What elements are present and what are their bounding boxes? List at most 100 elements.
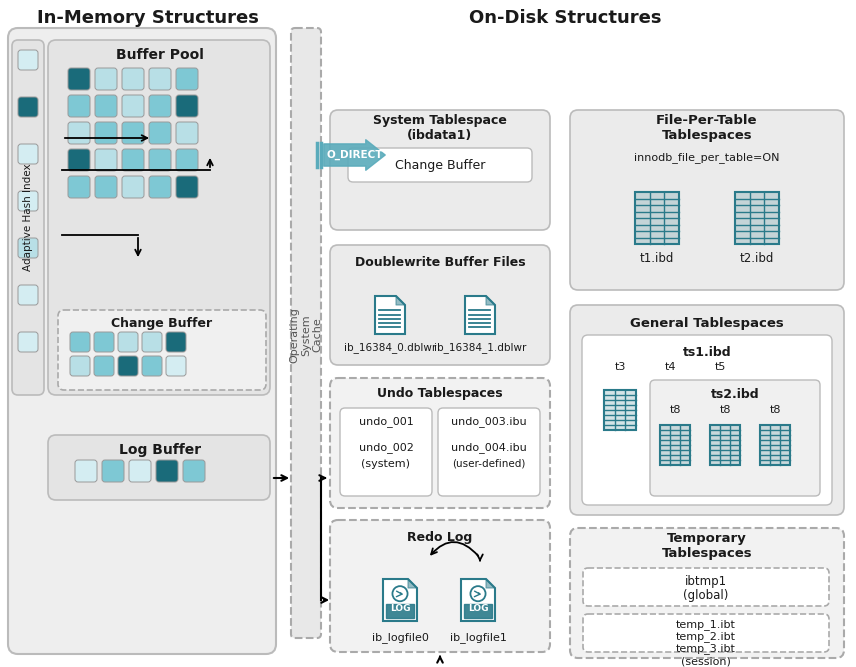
FancyBboxPatch shape xyxy=(129,460,151,482)
FancyBboxPatch shape xyxy=(166,332,186,352)
FancyBboxPatch shape xyxy=(75,460,97,482)
FancyBboxPatch shape xyxy=(149,122,171,144)
Text: (session): (session) xyxy=(681,656,731,666)
Bar xyxy=(386,604,414,618)
Text: t2.ibd: t2.ibd xyxy=(740,253,774,265)
Text: t8: t8 xyxy=(669,405,681,415)
Text: Change Buffer: Change Buffer xyxy=(395,159,485,171)
FancyBboxPatch shape xyxy=(291,28,321,638)
FancyBboxPatch shape xyxy=(330,110,550,230)
Text: File-Per-Table
Tablespaces: File-Per-Table Tablespaces xyxy=(657,114,758,142)
FancyBboxPatch shape xyxy=(142,332,162,352)
Polygon shape xyxy=(461,579,495,621)
FancyBboxPatch shape xyxy=(68,149,90,171)
Text: Buffer Pool: Buffer Pool xyxy=(116,48,204,62)
FancyBboxPatch shape xyxy=(8,28,276,654)
Bar xyxy=(660,425,690,465)
Polygon shape xyxy=(465,296,495,334)
FancyBboxPatch shape xyxy=(176,122,198,144)
FancyBboxPatch shape xyxy=(58,310,266,390)
Polygon shape xyxy=(375,296,405,334)
FancyBboxPatch shape xyxy=(18,238,38,258)
Bar xyxy=(735,192,779,244)
FancyBboxPatch shape xyxy=(330,245,550,365)
FancyBboxPatch shape xyxy=(156,460,178,482)
FancyBboxPatch shape xyxy=(183,460,205,482)
FancyBboxPatch shape xyxy=(583,614,829,652)
Text: ts2.ibd: ts2.ibd xyxy=(710,388,759,402)
Text: temp_3.ibt: temp_3.ibt xyxy=(676,644,736,654)
Text: Redo Log: Redo Log xyxy=(407,530,473,544)
FancyBboxPatch shape xyxy=(122,176,144,198)
FancyBboxPatch shape xyxy=(122,68,144,90)
Text: ts1.ibd: ts1.ibd xyxy=(683,346,731,358)
Text: t8: t8 xyxy=(770,405,781,415)
Text: (user-defined): (user-defined) xyxy=(452,459,526,469)
FancyBboxPatch shape xyxy=(68,68,90,90)
Bar xyxy=(710,425,740,465)
FancyBboxPatch shape xyxy=(70,356,90,376)
Bar xyxy=(635,192,679,244)
Text: t3: t3 xyxy=(615,362,626,372)
FancyBboxPatch shape xyxy=(122,95,144,117)
Text: t8: t8 xyxy=(719,405,731,415)
Text: LOG: LOG xyxy=(389,604,410,613)
Text: (global): (global) xyxy=(683,590,728,602)
FancyBboxPatch shape xyxy=(348,148,532,182)
FancyBboxPatch shape xyxy=(176,149,198,171)
FancyBboxPatch shape xyxy=(94,356,114,376)
FancyBboxPatch shape xyxy=(330,520,550,652)
Text: System Tablespace
(ibdata1): System Tablespace (ibdata1) xyxy=(373,114,507,142)
Polygon shape xyxy=(408,579,417,588)
FancyBboxPatch shape xyxy=(340,408,432,496)
Text: LOG: LOG xyxy=(467,604,488,613)
Bar xyxy=(710,425,740,465)
Polygon shape xyxy=(383,579,417,621)
Text: temp_1.ibt: temp_1.ibt xyxy=(676,620,736,630)
Bar xyxy=(760,425,790,465)
FancyBboxPatch shape xyxy=(176,176,198,198)
FancyBboxPatch shape xyxy=(68,122,90,144)
Text: (system): (system) xyxy=(361,459,411,469)
FancyBboxPatch shape xyxy=(149,149,171,171)
FancyBboxPatch shape xyxy=(102,460,124,482)
Text: t5: t5 xyxy=(714,362,726,372)
FancyBboxPatch shape xyxy=(149,176,171,198)
Polygon shape xyxy=(396,296,405,305)
FancyBboxPatch shape xyxy=(48,435,270,500)
Bar xyxy=(735,192,779,244)
Bar xyxy=(635,192,679,244)
Text: innodb_file_per_table=ON: innodb_file_per_table=ON xyxy=(634,153,780,163)
Text: undo_003.ibu: undo_003.ibu xyxy=(451,417,526,428)
FancyBboxPatch shape xyxy=(12,40,44,395)
FancyBboxPatch shape xyxy=(95,95,117,117)
FancyBboxPatch shape xyxy=(18,50,38,70)
Polygon shape xyxy=(486,579,495,588)
Text: temp_2.ibt: temp_2.ibt xyxy=(676,632,736,642)
FancyBboxPatch shape xyxy=(70,332,90,352)
FancyBboxPatch shape xyxy=(570,110,844,290)
FancyBboxPatch shape xyxy=(570,528,844,658)
FancyBboxPatch shape xyxy=(149,68,171,90)
FancyBboxPatch shape xyxy=(95,176,117,198)
Text: t4: t4 xyxy=(664,362,675,372)
FancyBboxPatch shape xyxy=(18,332,38,352)
FancyBboxPatch shape xyxy=(48,40,270,395)
FancyBboxPatch shape xyxy=(118,356,138,376)
FancyBboxPatch shape xyxy=(330,378,550,508)
FancyBboxPatch shape xyxy=(95,149,117,171)
FancyBboxPatch shape xyxy=(149,95,171,117)
Text: ib_logfile0: ib_logfile0 xyxy=(372,632,429,644)
Text: undo_004.ibu: undo_004.ibu xyxy=(451,442,527,454)
FancyBboxPatch shape xyxy=(18,191,38,211)
FancyBboxPatch shape xyxy=(122,122,144,144)
Text: General Tablespaces: General Tablespaces xyxy=(630,317,784,329)
Text: ibtmp1: ibtmp1 xyxy=(685,574,727,588)
Text: Temporary
Tablespaces: Temporary Tablespaces xyxy=(662,532,752,560)
FancyBboxPatch shape xyxy=(18,97,38,117)
FancyBboxPatch shape xyxy=(176,68,198,90)
FancyBboxPatch shape xyxy=(570,305,844,515)
Text: ib_16384_1.dblwr: ib_16384_1.dblwr xyxy=(434,343,526,354)
FancyBboxPatch shape xyxy=(142,356,162,376)
Bar xyxy=(604,390,636,430)
